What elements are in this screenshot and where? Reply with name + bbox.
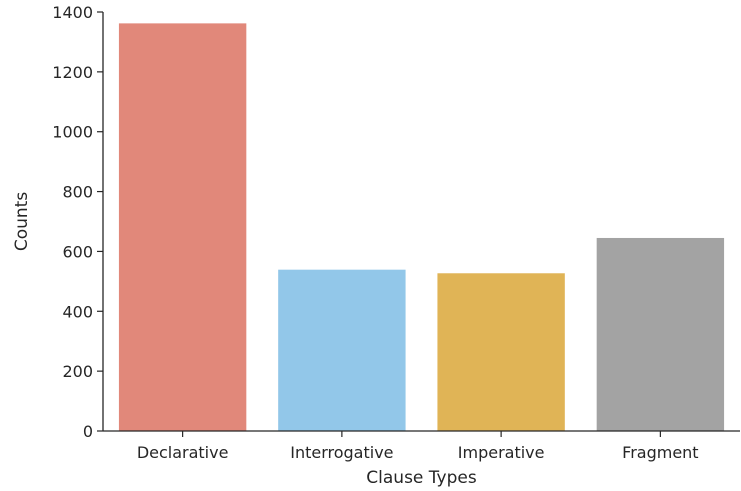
y-tick-label: 600 — [62, 242, 93, 261]
y-tick-label: 1000 — [52, 123, 93, 142]
bar-interrogative — [278, 269, 406, 431]
y-axis-title: Counts — [12, 192, 32, 251]
axes-layer — [102, 12, 740, 432]
y-tick-label: 400 — [62, 302, 93, 321]
x-axis-title: Clause Types — [366, 468, 477, 488]
bar-imperative — [437, 273, 565, 431]
bars-layer — [118, 23, 725, 431]
x-tick-label: Declarative — [137, 443, 229, 462]
y-tick-label: 200 — [62, 362, 93, 381]
x-tick-label: Fragment — [622, 443, 698, 462]
y-tick-label: 1200 — [52, 63, 93, 82]
bar-fragment — [596, 237, 725, 431]
y-tick-label: 1400 — [52, 3, 93, 22]
x-tick-label: Imperative — [458, 443, 545, 462]
x-tick-label: Interrogative — [290, 443, 393, 462]
y-tick-label: 800 — [62, 183, 93, 202]
y-ticks: 0 200 400 600 800 1000 1200 1400 — [52, 3, 103, 441]
bar-declarative — [118, 23, 247, 431]
y-tick-label: 0 — [83, 422, 93, 441]
x-ticks: Declarative Interrogative Imperative Fragme… — [137, 431, 699, 462]
